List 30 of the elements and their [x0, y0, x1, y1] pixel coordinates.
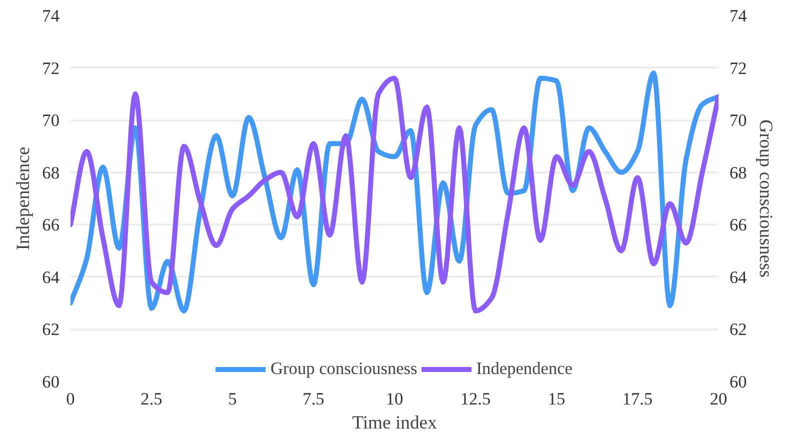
y-tick-label: 68 [42, 163, 60, 182]
x-tick-label: 12.5 [460, 390, 491, 408]
x-tick-label: 7.5 [302, 390, 324, 408]
y2-tick-label: 60 [730, 372, 747, 392]
x-tick-label: 10 [386, 390, 404, 408]
y2-tick-label: 62 [730, 320, 747, 340]
y-tick-label: 70 [42, 111, 60, 130]
y-axis-title: Independence [13, 146, 34, 250]
y-tick-label: 60 [42, 372, 60, 392]
x-tick-label: 5 [228, 390, 237, 408]
legend-label: Independence [476, 359, 573, 379]
y-tick-label: 64 [42, 268, 60, 287]
x-tick-label: 2.5 [140, 390, 162, 408]
y2-tick-label: 74 [730, 6, 748, 26]
x-tick-label: 20 [710, 390, 728, 408]
x-axis-title: Time index [352, 412, 438, 434]
y-tick-label: 66 [42, 216, 60, 235]
y2-tick-label: 68 [730, 163, 747, 182]
y2-tick-label: 72 [730, 58, 747, 78]
x-tick-label: 15 [548, 390, 566, 408]
y2-tick-label: 70 [730, 111, 747, 130]
y2-tick-label: 66 [730, 216, 748, 235]
y-tick-label: 74 [42, 6, 60, 26]
y-tick-label: 72 [42, 58, 60, 78]
x-tick-label: 17.5 [622, 390, 653, 408]
legend-label: Group consciousness [270, 359, 418, 379]
y2-tick-label: 64 [730, 268, 748, 287]
y2-axis-title: Group consciousness [754, 119, 776, 278]
y-tick-label: 62 [42, 320, 60, 340]
x-tick-label: 0 [66, 390, 75, 408]
